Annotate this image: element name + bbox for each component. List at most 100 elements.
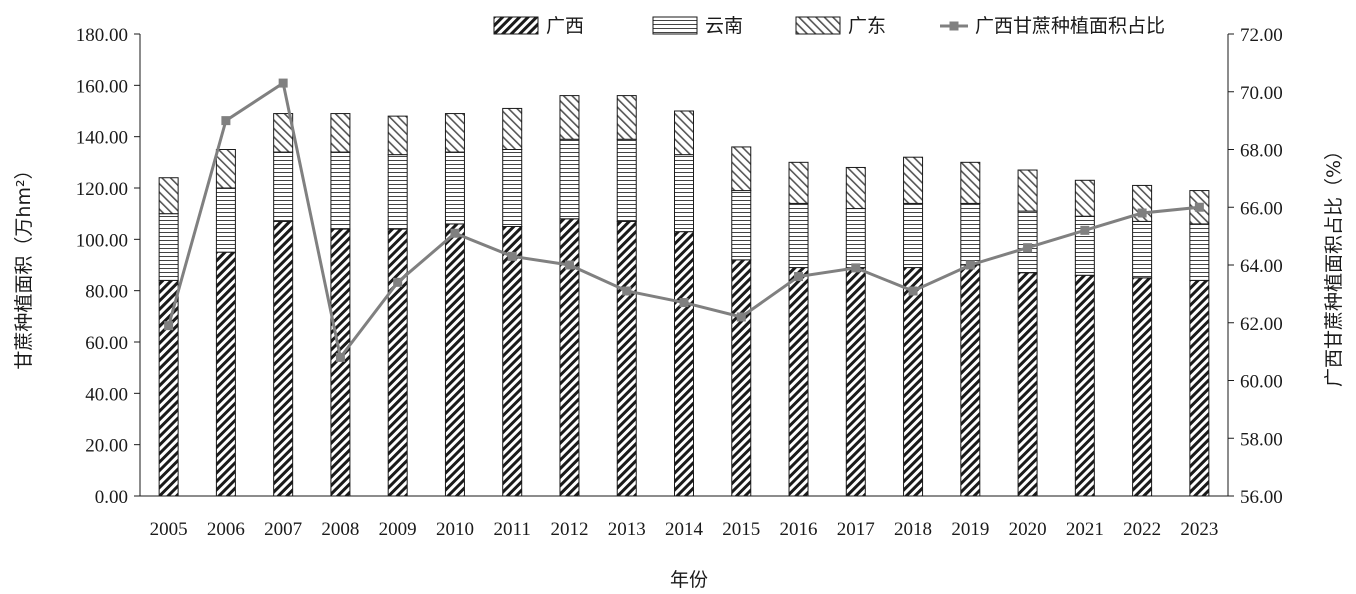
bar-segment-1 [1132, 220, 1153, 279]
x-tick-label: 2019 [951, 519, 989, 540]
ratio-line-series [164, 78, 1204, 362]
bar-segment-2 [330, 113, 351, 153]
ratio-point [679, 298, 689, 308]
ratio-point [393, 277, 403, 287]
x-tick-label: 2021 [1066, 519, 1104, 540]
legend-swatch-0 [493, 16, 539, 35]
ratio-point [221, 116, 231, 126]
ratio-point [278, 78, 288, 88]
bar-segment-2 [559, 95, 580, 140]
bar-segment-2 [845, 166, 866, 210]
left-tick-label: 0.00 [95, 487, 128, 508]
bar-segment-1 [616, 138, 637, 222]
right-tick-label: 56.00 [1240, 487, 1283, 508]
bar-segment-1 [444, 151, 465, 225]
left-axis-ticks: 0.00 20.00 40.00 60.00 80.00 100.00 120.00 140.… [76, 25, 140, 508]
x-tick-label: 2018 [894, 519, 932, 540]
bar-segment-0 [158, 279, 179, 497]
bar-segment-1 [1074, 215, 1095, 276]
left-tick-label: 160.00 [76, 76, 128, 97]
bar-segment-0 [330, 228, 351, 497]
legend-label-3: 广西甘蔗种植面积占比 [975, 15, 1165, 37]
legend-line-marker [949, 21, 959, 31]
legend-label-0: 广西 [546, 15, 584, 37]
left-tick-label: 40.00 [85, 384, 128, 405]
bar-segment-0 [1017, 272, 1038, 497]
x-tick-label: 2005 [150, 519, 188, 540]
bars [158, 95, 1210, 497]
x-tick-label: 2015 [722, 519, 760, 540]
y-axis-title: 甘蔗种植面积（万hm²） [13, 160, 35, 369]
left-tick-label: 120.00 [76, 179, 128, 200]
right-tick-label: 64.00 [1240, 256, 1283, 277]
ratio-point [564, 260, 574, 270]
ratio-point [1194, 202, 1204, 212]
right-tick-label: 70.00 [1240, 83, 1283, 104]
bar-segment-1 [674, 154, 694, 233]
ratio-point [164, 321, 174, 331]
x-tick-label: 2013 [608, 519, 646, 540]
bar-segment-1 [215, 187, 236, 253]
bar-segment-0 [387, 228, 408, 497]
ratio-point [335, 352, 345, 362]
x-axis-title: 年份 [670, 569, 708, 591]
bar-segment-0 [960, 264, 981, 497]
right-axis-ticks: 56.00 58.00 60.00 62.00 64.00 66.00 68.00 70.00… [1228, 25, 1283, 508]
bar-segment-1 [960, 202, 981, 266]
bar-segment-2 [960, 161, 981, 204]
legend-label-2: 广东 [848, 15, 886, 37]
legend-swatch-2 [795, 16, 841, 35]
bar-segment-0 [273, 220, 294, 497]
right-tick-label: 58.00 [1240, 429, 1283, 450]
bar-segment-2 [502, 107, 523, 150]
ratio-point [794, 272, 804, 282]
right-tick-label: 62.00 [1240, 314, 1283, 335]
x-tick-label: 2016 [780, 519, 818, 540]
left-tick-label: 80.00 [85, 282, 128, 303]
left-tick-label: 180.00 [76, 25, 128, 46]
right-tick-label: 60.00 [1240, 372, 1283, 393]
ratio-point [736, 312, 746, 322]
bar-segment-1 [387, 154, 408, 230]
bar-segment-0 [1074, 274, 1095, 497]
bar-segment-0 [903, 267, 924, 497]
legend-swatch-1 [652, 16, 698, 35]
bar-segment-2 [387, 115, 408, 156]
x-tick-label: 2010 [436, 519, 474, 540]
right-tick-label: 72.00 [1240, 25, 1283, 46]
x-tick-label: 2011 [494, 519, 531, 540]
bar-segment-2 [616, 95, 637, 140]
bar-segment-0 [1132, 277, 1153, 497]
bar-segment-0 [845, 267, 866, 497]
bar-segment-0 [559, 218, 580, 497]
bar-segment-0 [444, 223, 465, 497]
bar-segment-1 [1017, 210, 1038, 274]
x-tick-label: 2012 [550, 519, 588, 540]
left-tick-label: 100.00 [76, 230, 128, 251]
y2-axis-title: 广西甘蔗种植面积占比（%） [1323, 141, 1345, 387]
x-tick-label: 2008 [321, 519, 359, 540]
bar-segment-0 [616, 220, 637, 497]
bar-segment-2 [1074, 179, 1095, 217]
bar-segment-2 [903, 156, 924, 204]
bar-segment-1 [502, 149, 523, 227]
right-tick-label: 66.00 [1240, 198, 1283, 219]
bar-segment-2 [158, 177, 179, 215]
legend: 广西 云南 广东 广西甘蔗种植面积占比 [493, 15, 1165, 37]
bar-segment-0 [788, 267, 809, 497]
bar-segment-2 [788, 161, 809, 204]
legend-label-1: 云南 [705, 15, 743, 37]
left-tick-label: 60.00 [85, 333, 128, 354]
bar-segment-1 [903, 202, 924, 269]
ratio-point [622, 286, 632, 296]
x-tick-label: 2017 [837, 519, 875, 540]
bar-segment-0 [1189, 279, 1210, 497]
bar-segment-2 [1017, 169, 1038, 212]
left-tick-label: 20.00 [85, 436, 128, 457]
bar-segment-1 [788, 202, 809, 269]
x-tick-label: 2020 [1009, 519, 1047, 540]
bar-segment-1 [845, 208, 866, 269]
bar-segment-1 [330, 151, 351, 230]
bar-segment-2 [731, 146, 752, 192]
